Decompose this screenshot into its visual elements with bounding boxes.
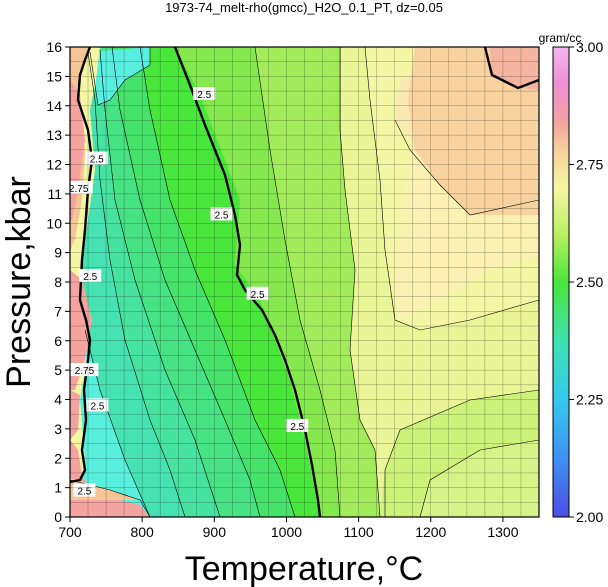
y-tick-label: 15 [46, 68, 62, 84]
y-tick-label: 4 [54, 392, 62, 408]
contour-label: 2.75 [75, 366, 95, 377]
contour-line [419, 439, 539, 517]
contour-label-bg [210, 207, 233, 221]
y-tick-label: 6 [54, 333, 62, 349]
colorbar [553, 47, 569, 517]
bold-contour-topright [483, 47, 539, 90]
colorbar-unit: gram/cc [539, 31, 582, 45]
colorbar-tick-label: 3.00 [576, 39, 603, 55]
y-tick-label: 0 [54, 509, 62, 525]
colorbar-tick-label: 2.25 [576, 392, 603, 408]
y-tick-label: 8 [54, 274, 62, 290]
region-2.60 [420, 440, 539, 517]
contour-label-bg [85, 151, 108, 165]
contour-label: 2.5 [90, 155, 104, 166]
region-left-pink-low [70, 390, 80, 440]
contour-label: 2.5 [215, 210, 229, 221]
contour-label: 2.5 [83, 272, 97, 283]
y-tick-label: 16 [46, 39, 62, 55]
contour-line [139, 47, 296, 517]
contour-label-bg [64, 181, 93, 194]
contour-line [384, 389, 539, 517]
contour-label-bg [286, 418, 309, 432]
region-2.30-top [90, 47, 150, 105]
contour-label-bg [86, 398, 109, 412]
contour-line [99, 49, 221, 517]
y-tick-label: 2 [54, 450, 62, 466]
colorbar-tick-label: 2.75 [576, 157, 603, 173]
region-2.30 [70, 330, 150, 517]
region-2.75 [408, 47, 539, 215]
y-tick-label: 7 [54, 303, 62, 319]
contour-line [254, 47, 341, 517]
contour-label: 2.5 [251, 290, 265, 301]
contour-line [111, 47, 261, 517]
x-tick-label: 900 [203, 524, 227, 540]
contour-line [89, 47, 151, 106]
contour-label-bg [79, 269, 102, 283]
contour-line [364, 47, 539, 331]
x-tick-label: 700 [58, 524, 82, 540]
contour-line [339, 47, 381, 517]
x-axis-ticks: 700 800 900 1000 1100 1200 1300 [58, 517, 519, 540]
y-tick-label: 1 [54, 480, 62, 496]
contour-label-bg [73, 483, 96, 497]
colorbar-tick-label: 2.50 [576, 274, 603, 290]
x-tick-label: 1300 [487, 524, 518, 540]
contour-line [84, 329, 151, 517]
colorbar-ticks: 2.00 2.25 2.50 2.75 3.00 [569, 39, 603, 525]
contour-label: 2.5 [77, 487, 91, 498]
grid-lines [69, 46, 540, 518]
bold-contour-main [173, 47, 322, 517]
contour-label-bg [70, 363, 99, 377]
y-tick-label: 11 [47, 186, 62, 202]
colorbar-tick-label: 2.00 [576, 509, 603, 525]
contour-label-bg [246, 286, 269, 300]
contour-labels: 2.5 2.5 2.5 2.5 2.5 2.5 2.5 2.75 2.75 2.5 [64, 87, 309, 498]
y-tick-label: 3 [54, 421, 62, 437]
y-tick-label: 5 [54, 362, 62, 378]
x-tick-label: 1200 [415, 524, 446, 540]
contour-line [394, 119, 539, 216]
y-tick-label: 9 [54, 245, 62, 261]
y-tick-label: 14 [46, 98, 62, 114]
contour-label: 2.5 [197, 90, 211, 101]
contour-lines [70, 47, 539, 517]
y-tick-label: 10 [46, 215, 62, 231]
bold-contour-left [70, 47, 94, 484]
y-tick-label: 12 [46, 157, 62, 173]
bold-contours-2.5 [70, 47, 539, 517]
region-left-pink-mid [70, 270, 92, 390]
y-axis-label: Pressure,kbar [0, 176, 38, 388]
chart-title: 1973-74_melt-rho(gmcc)_H2O_0.1_PT, dz=0.… [165, 0, 443, 15]
x-tick-label: 1000 [271, 524, 302, 540]
contour-label: 2.75 [69, 184, 89, 195]
contour-label-bg [193, 87, 216, 100]
x-axis-label: Temperature,°C [185, 550, 423, 587]
contour-label: 2.5 [290, 422, 304, 433]
x-tick-label: 800 [130, 524, 154, 540]
contour-label: 2.5 [90, 401, 104, 412]
y-tick-label: 13 [46, 127, 62, 143]
x-tick-label: 1100 [344, 524, 374, 540]
contour-line [87, 51, 186, 517]
